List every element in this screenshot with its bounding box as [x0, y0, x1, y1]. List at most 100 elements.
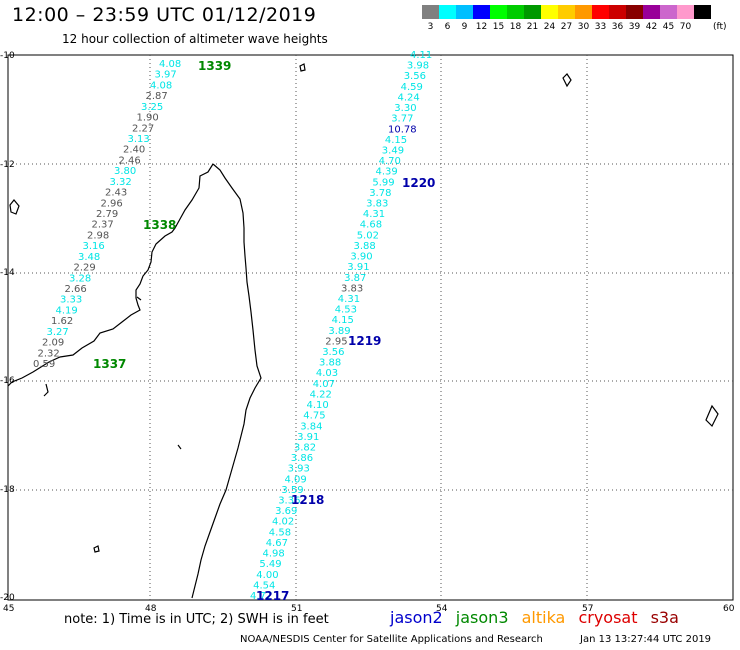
wave-height-label: 3.97: [155, 70, 177, 81]
legend-label: 45: [662, 22, 675, 32]
wave-height-label: 3.90: [350, 252, 372, 263]
rodrigues-islet: [705, 404, 719, 428]
sat-jason2: jason2: [390, 608, 443, 627]
legend-label: 33: [594, 22, 607, 32]
wave-height-label: 2.66: [65, 284, 87, 295]
tiny-islet-3: [136, 296, 142, 301]
wave-height-label: 4.24: [398, 92, 420, 103]
legend-swatch: [524, 5, 541, 19]
legend-label: 70: [679, 22, 692, 32]
sat-altika: altika: [521, 608, 566, 627]
wave-height-label: 2.95: [325, 336, 347, 347]
wave-height-label: 2.96: [101, 198, 123, 209]
legend-swatch: [677, 5, 694, 19]
wave-height-label: 4.15: [385, 135, 407, 146]
wave-height-label: 4.08: [150, 80, 172, 91]
legend-swatch: [439, 5, 456, 19]
wave-height-label: 4.58: [269, 527, 291, 538]
legend-label: 3: [427, 22, 434, 32]
wave-height-label: 3.28: [69, 273, 91, 284]
tiny-islet-1: [299, 63, 306, 72]
sat-jason3: jason3: [455, 608, 509, 627]
wave-height-label: 3.48: [78, 252, 100, 263]
wave-height-label: 3.88: [319, 358, 341, 369]
legend-label: 39: [628, 22, 641, 32]
legend-label: 42: [645, 22, 658, 32]
legend-swatch: [507, 5, 524, 19]
wave-height-label: 4.68: [360, 220, 382, 231]
wave-height-label: 2.09: [42, 338, 64, 349]
track-time-1338: 1338: [143, 218, 176, 232]
track-time-labels: 1339 1338 1337 1220 1219 1218 1217: [93, 59, 435, 603]
wave-height-label: 3.88: [354, 241, 376, 252]
wave-height-label: 2.43: [105, 188, 127, 199]
wave-height-label: 3.78: [369, 188, 391, 199]
comoros-islet: [9, 199, 20, 215]
coastline: [7, 63, 719, 599]
wave-height-label: 5.02: [357, 230, 379, 241]
legend-label: 9: [461, 22, 468, 32]
track-time-1337: 1337: [93, 357, 126, 371]
footer-note: note: 1) Time is in UTC; 2) SWH is in fe…: [64, 612, 329, 627]
wave-height-label: 4.03: [316, 368, 338, 379]
lon-tick-label: 51: [291, 604, 302, 614]
legend-swatch: [456, 5, 473, 19]
wave-height-label: 5.99: [372, 177, 394, 188]
legend-swatch: [626, 5, 643, 19]
madagascar-east-coast: [191, 163, 262, 599]
wave-height-label: 4.07: [313, 379, 335, 390]
wave-height-label: 4.67: [266, 538, 288, 549]
lon-tick-label: 60: [723, 604, 735, 614]
sat-s3a: s3a: [650, 608, 679, 627]
right-track-labels: 4.113.983.564.594.243.303.7710.784.153.4…: [250, 50, 432, 602]
wave-height-label: 3.83: [366, 199, 388, 210]
legend-swatch: [541, 5, 558, 19]
legend-swatch: [422, 5, 439, 19]
madagascar-coast: [7, 163, 214, 387]
legend-swatch: [694, 5, 711, 19]
wave-height-label: 4.15: [332, 315, 354, 326]
lat-tick-label: -10: [0, 51, 15, 61]
wave-height-label: 4.02: [272, 517, 294, 528]
wave-height-label: 5.49: [259, 559, 281, 570]
map-subtitle: 12 hour collection of altimeter wave hei…: [62, 32, 328, 46]
wave-height-label: 3.83: [341, 283, 363, 294]
wave-height-label: 3.36: [278, 496, 300, 507]
wave-height-label: 3.69: [275, 506, 297, 517]
legend-label: 18: [509, 22, 522, 32]
track-time-1217: 1217: [256, 589, 289, 603]
wave-height-label: 3.59: [281, 485, 303, 496]
wave-height-label: 3.27: [47, 327, 69, 338]
wave-height-label: 1.90: [137, 113, 159, 124]
lat-tick-label: -18: [0, 485, 15, 495]
lon-tick-label: 48: [145, 604, 157, 614]
map-title: 12:00 – 23:59 UTC 01/12/2019: [12, 4, 317, 26]
wave-height-label: 10.78: [388, 124, 417, 135]
legend-label: 27: [560, 22, 573, 32]
legend-label: 36: [611, 22, 624, 32]
wave-height-label: 3.89: [328, 326, 350, 337]
legend-label: 21: [526, 22, 539, 32]
legend-swatch: [473, 5, 490, 19]
wave-height-label: 2.40: [123, 145, 145, 156]
wave-height-label: 3.82: [294, 443, 316, 454]
lon-tick-label: 45: [3, 604, 14, 614]
wave-height-label: 2.79: [96, 209, 118, 220]
wave-height-label: 2.46: [119, 155, 141, 166]
wave-height-label: 3.86: [291, 453, 313, 464]
wave-height-label: 3.80: [114, 166, 136, 177]
legend-swatch: [490, 5, 507, 19]
lat-tick-label: -20: [0, 593, 15, 603]
wave-height-label: 2.37: [92, 220, 114, 231]
wave-height-label: 3.93: [288, 464, 310, 475]
wave-height-label: 4.00: [256, 570, 278, 581]
legend-swatch: [575, 5, 592, 19]
wave-height-label: 3.98: [407, 61, 429, 72]
wave-height-label: 3.56: [322, 347, 344, 358]
track-time-1219: 1219: [348, 334, 381, 348]
legend-unit: (ft): [713, 22, 727, 32]
wave-height-label: 4.53: [335, 305, 357, 316]
wave-height-label: 4.22: [310, 390, 332, 401]
lat-tick-label: -14: [0, 268, 15, 278]
